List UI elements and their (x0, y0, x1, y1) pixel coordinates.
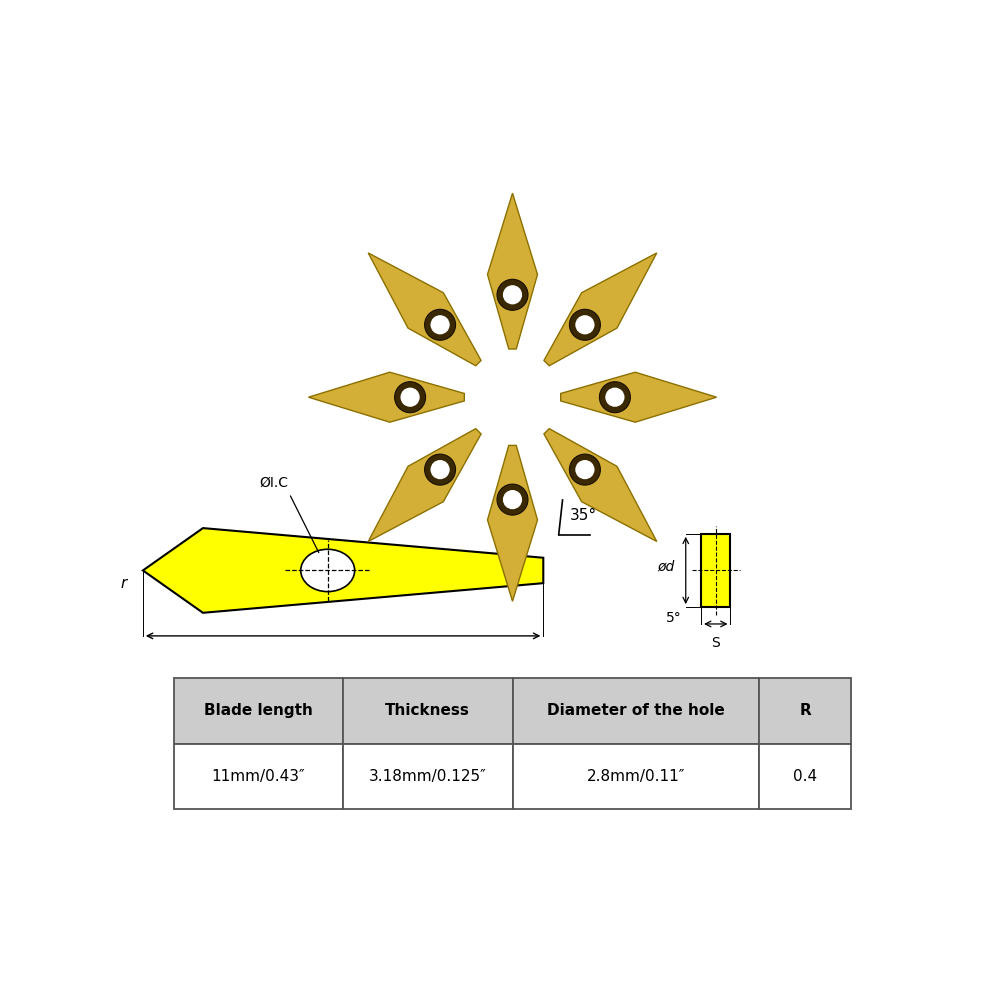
Circle shape (575, 460, 595, 479)
FancyBboxPatch shape (343, 678, 512, 744)
Polygon shape (701, 534, 730, 607)
Text: S: S (711, 636, 720, 650)
Polygon shape (544, 429, 657, 541)
Circle shape (569, 309, 600, 340)
FancyBboxPatch shape (174, 678, 343, 744)
Polygon shape (368, 253, 481, 366)
Polygon shape (308, 372, 464, 422)
Text: r: r (121, 576, 127, 591)
FancyBboxPatch shape (759, 744, 851, 809)
Polygon shape (544, 253, 657, 366)
Text: Blade length: Blade length (204, 703, 313, 718)
Ellipse shape (301, 549, 355, 592)
Circle shape (503, 285, 522, 304)
Circle shape (497, 484, 528, 515)
Circle shape (400, 388, 420, 407)
Polygon shape (488, 193, 537, 349)
Text: Thickness: Thickness (385, 703, 470, 718)
Circle shape (569, 454, 600, 485)
Text: 3.18mm/0.125″: 3.18mm/0.125″ (369, 769, 487, 784)
Polygon shape (488, 445, 537, 601)
FancyBboxPatch shape (512, 744, 759, 809)
Polygon shape (561, 372, 717, 422)
Circle shape (599, 382, 630, 413)
Text: 11mm/0.43″: 11mm/0.43″ (212, 769, 305, 784)
Text: ØI.C: ØI.C (259, 476, 288, 490)
Circle shape (430, 460, 450, 479)
Circle shape (395, 382, 426, 413)
Text: ød: ød (657, 560, 674, 574)
FancyBboxPatch shape (174, 744, 343, 809)
Circle shape (430, 315, 450, 334)
Circle shape (575, 315, 595, 334)
Text: 5°: 5° (666, 611, 682, 625)
Circle shape (503, 490, 522, 509)
FancyBboxPatch shape (512, 678, 759, 744)
FancyBboxPatch shape (343, 744, 512, 809)
Circle shape (425, 309, 456, 340)
Circle shape (508, 393, 517, 402)
Text: 35°: 35° (570, 508, 597, 523)
Polygon shape (143, 528, 543, 613)
Circle shape (425, 454, 456, 485)
Text: 2.8mm/0.11″: 2.8mm/0.11″ (586, 769, 685, 784)
Circle shape (605, 388, 625, 407)
Text: Diameter of the hole: Diameter of the hole (547, 703, 725, 718)
Text: R: R (799, 703, 811, 718)
FancyBboxPatch shape (759, 678, 851, 744)
Circle shape (497, 279, 528, 310)
Polygon shape (368, 429, 481, 541)
Text: 0.4: 0.4 (793, 769, 817, 784)
